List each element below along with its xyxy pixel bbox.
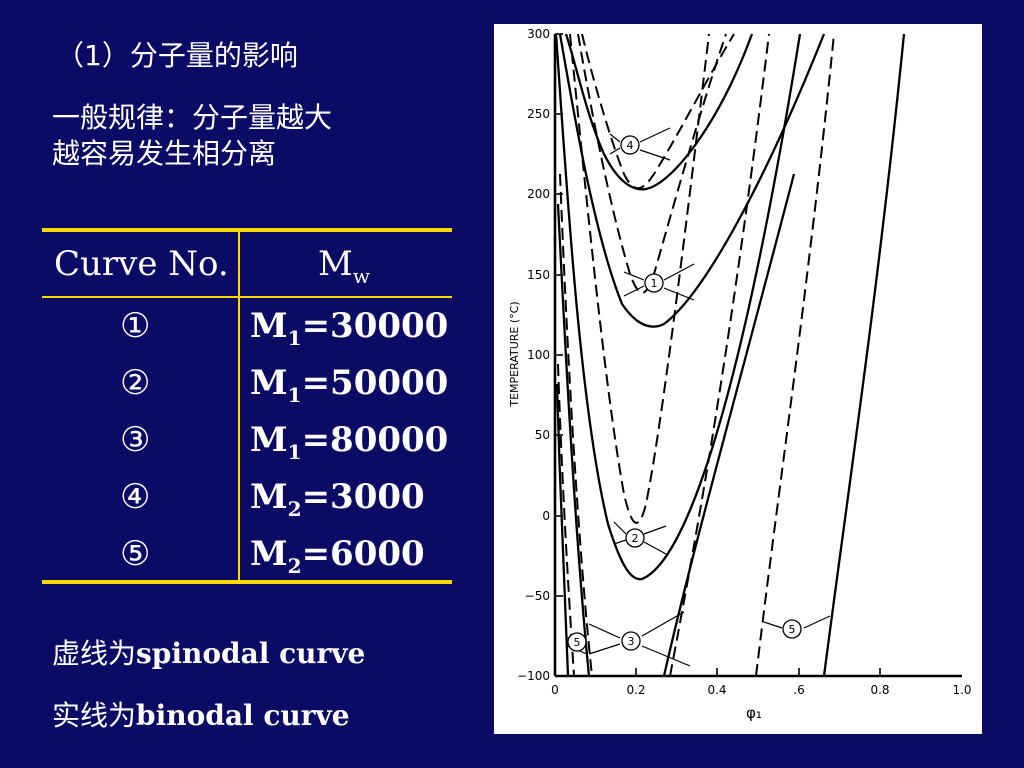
note-binodal-prefix: 实线为 (52, 699, 136, 732)
rule-line-2: 越容易发生相分离 (52, 136, 276, 172)
y-tick-label: 100 (527, 348, 550, 362)
y-tick-label: −50 (525, 589, 550, 603)
binodal-curve-1 (560, 34, 824, 327)
curve-number: ④ (120, 477, 150, 517)
mw-value: M1=50000 (250, 363, 448, 407)
mw-number: =80000 (302, 420, 449, 460)
curve-label: 1 (651, 277, 658, 290)
x-axis-label: φ₁ (746, 704, 762, 722)
curve-number: ② (120, 363, 150, 403)
y-tick-label: 50 (535, 428, 550, 442)
header-mw: Mw (318, 244, 370, 288)
label-leaders (567, 128, 830, 666)
note-binodal: 实线为binodal curve (52, 694, 350, 734)
x-tick-label: 0.8 (870, 683, 889, 697)
spinodal-curves (558, 34, 834, 676)
y-tick-label: 0 (542, 509, 550, 523)
mw-value: M1=80000 (250, 420, 448, 464)
mw-symbol: M (250, 477, 288, 517)
x-tick-label: 0.4 (707, 683, 726, 697)
curve-label: 2 (632, 532, 639, 545)
mw-value: M1=30000 (250, 306, 448, 350)
curve-label: 4 (627, 139, 634, 152)
table-row: ④ M2=3000 (42, 475, 452, 532)
y-tick-label: 250 (527, 107, 550, 121)
curve-number: ⑤ (120, 534, 150, 574)
binodal-curve-5-right (824, 34, 904, 676)
header-mw-main: M (318, 244, 353, 284)
mw-number: =3000 (302, 477, 425, 517)
mw-subscript: 1 (288, 326, 302, 350)
rule-line-1: 一般规律：分子量越大 (52, 100, 332, 136)
phase-diagram-figure: 300 250 200 150 100 50 0 −50 −100 0 0.2 … (494, 24, 982, 734)
x-tick-label: .6 (793, 683, 804, 697)
mw-number: =30000 (302, 306, 449, 346)
y-tick-label: 200 (527, 187, 550, 201)
mw-value: M2=3000 (250, 477, 425, 521)
mw-number: =50000 (302, 363, 449, 403)
table-row: ③ M1=80000 (42, 418, 452, 475)
table-header-row: Curve No. Mw (42, 232, 452, 298)
curve-label: 5 (574, 636, 581, 649)
mw-symbol: M (250, 534, 288, 574)
table-row: ② M1=50000 (42, 361, 452, 418)
binodal-curve-5-left (557, 384, 568, 676)
spinodal-curve-5-right (756, 34, 834, 676)
mw-symbol: M (250, 306, 288, 346)
curve-label: 5 (789, 623, 796, 636)
mw-symbol: M (250, 363, 288, 403)
y-tick-label: −100 (517, 669, 550, 683)
mw-value: M2=6000 (250, 534, 425, 578)
y-tick-labels: 300 250 200 150 100 50 0 −50 −100 (517, 27, 550, 683)
note-spinodal-term: spinodal curve (136, 637, 365, 670)
curve-labels: 4 1 2 3 5 5 (568, 136, 801, 651)
mw-subscript: 2 (288, 497, 302, 521)
curve-number: ③ (120, 420, 150, 460)
note-binodal-term: binodal curve (136, 699, 350, 732)
tick-marks (555, 34, 880, 676)
x-tick-labels: 0 0.2 0.4 .6 0.8 1.0 (551, 683, 971, 697)
spinodal-curve-3-right (670, 34, 769, 676)
note-spinodal: 虚线为spinodal curve (52, 632, 365, 672)
y-tick-label: 300 (527, 27, 550, 41)
x-tick-label: 0.2 (626, 683, 645, 697)
mw-subscript: 1 (288, 440, 302, 464)
x-tick-label: 1.0 (952, 683, 971, 697)
spinodal-curve-4 (582, 34, 734, 188)
slide-heading: （1）分子量的影响 (56, 34, 298, 74)
table-body: ① M1=30000 ② M1=50000 ③ M1=80000 ④ M2=30… (42, 304, 452, 589)
header-mw-sub: w (353, 264, 370, 288)
mw-symbol: M (250, 420, 288, 460)
axis-frame (555, 34, 962, 676)
table-row: ① M1=30000 (42, 304, 452, 361)
molecular-weight-table: Curve No. Mw ① M1=30000 ② M1=50000 ③ M1=… (42, 228, 452, 584)
header-curve-no: Curve No. (54, 244, 229, 284)
table-row: ⑤ M2=6000 (42, 532, 452, 589)
note-spinodal-prefix: 虚线为 (52, 637, 136, 670)
y-axis-label: TEMPERATURE (°C) (508, 301, 521, 407)
spinodal-curve-1 (578, 34, 726, 293)
curve-number: ① (120, 306, 150, 346)
y-tick-label: 150 (527, 268, 550, 282)
x-tick-label: 0 (551, 683, 559, 697)
mw-number: =6000 (302, 534, 425, 574)
mw-subscript: 1 (288, 383, 302, 407)
mw-subscript: 2 (288, 554, 302, 578)
curve-label: 3 (628, 635, 635, 648)
phase-diagram-svg: 300 250 200 150 100 50 0 −50 −100 0 0.2 … (494, 24, 982, 734)
